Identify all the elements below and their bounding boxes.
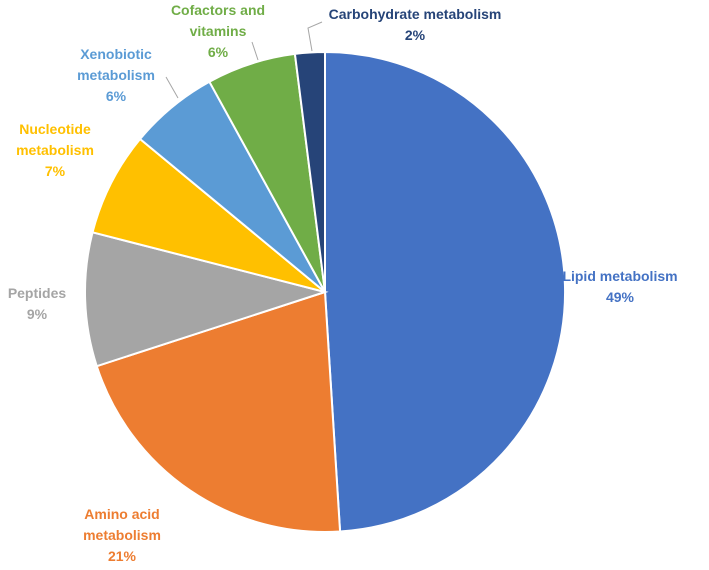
pie-slices <box>84 50 567 533</box>
slice-label: Lipid metabolism 49% <box>562 268 677 305</box>
pie-slice <box>84 231 329 368</box>
slice-label: Peptides 9% <box>8 285 67 322</box>
slice-percent: 6% <box>208 44 229 60</box>
slice-name: metabolism <box>77 67 155 83</box>
pie-slice <box>324 50 567 533</box>
slice-name: Cofactors and <box>171 2 265 18</box>
leader-line <box>165 76 179 99</box>
slice-percent: 6% <box>106 88 127 104</box>
slice-percent: 2% <box>405 27 426 43</box>
slice-name: Carbohydrate metabolism <box>329 6 502 22</box>
slice-name: Nucleotide <box>19 121 91 137</box>
slice-percent: 9% <box>27 306 48 322</box>
slice-name: metabolism <box>16 142 94 158</box>
slice-percent: 7% <box>45 163 66 179</box>
slice-name: Amino acid <box>84 506 159 522</box>
pie-slice <box>91 137 326 293</box>
pie-slice <box>293 50 326 293</box>
slice-labels: Lipid metabolism 49% Amino acid metabolism 2… <box>8 2 678 564</box>
slice-label: Xenobiotic metabolism 6% <box>77 46 155 104</box>
slice-name: vitamins <box>190 23 247 39</box>
slice-name: Xenobiotic <box>80 46 152 62</box>
pie-slice <box>95 290 342 533</box>
slice-percent: 49% <box>606 289 635 305</box>
leader-line <box>251 41 259 61</box>
slice-name: Lipid metabolism <box>562 268 677 284</box>
leader-line <box>307 21 323 52</box>
slice-name: Peptides <box>8 285 67 301</box>
slice-name: metabolism <box>83 527 161 543</box>
slice-label: Amino acid metabolism 21% <box>83 506 161 564</box>
slice-label: Carbohydrate metabolism 2% <box>329 6 502 43</box>
slice-percent: 21% <box>108 548 137 564</box>
leader-lines <box>165 21 323 99</box>
slice-label: Cofactors and vitamins 6% <box>171 2 265 60</box>
slice-label: Nucleotide metabolism 7% <box>16 121 94 179</box>
